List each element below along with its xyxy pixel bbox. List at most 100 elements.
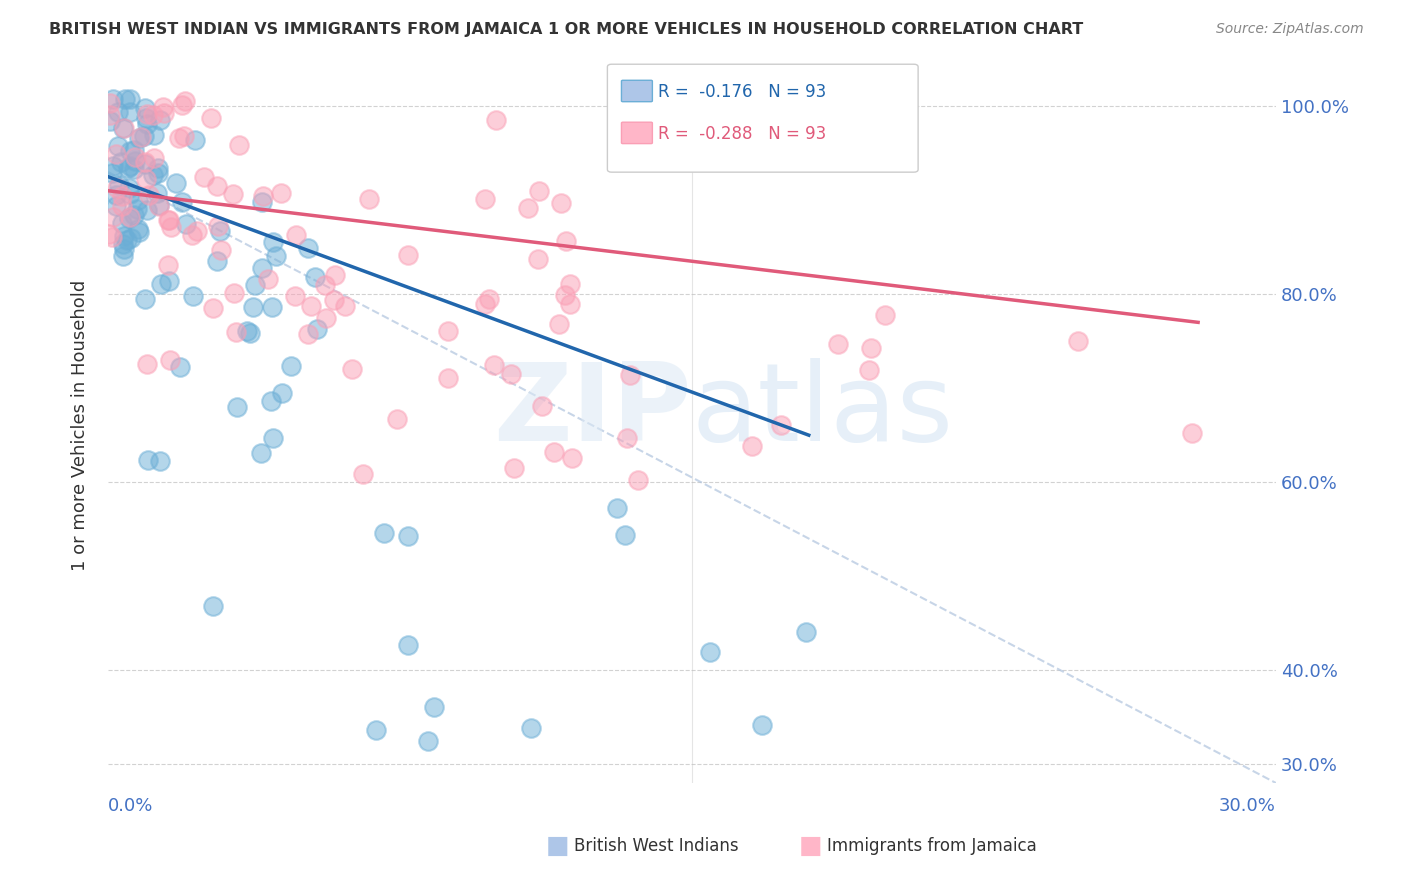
Point (142, 151, 165, 165)
Point (1066, 334, 1088, 348)
Point (138, 188, 160, 202)
Point (118, 186, 141, 201)
Point (111, 120, 134, 135)
Point (201, 599, 224, 613)
Point (167, 130, 190, 145)
Point (364, 723, 387, 737)
Point (484, 358, 506, 372)
Point (260, 300, 283, 314)
Point (150, 277, 173, 292)
Point (201, 301, 224, 315)
Point (157, 274, 180, 288)
Point (118, 92, 141, 106)
Point (101, 210, 124, 224)
Y-axis label: 1 or more Vehicles in Household: 1 or more Vehicles in Household (72, 280, 89, 572)
Point (555, 235, 578, 249)
Point (243, 277, 266, 292)
Point (616, 431, 638, 445)
Point (142, 108, 165, 122)
Point (222, 187, 245, 202)
Text: atlas: atlas (692, 359, 955, 465)
Point (560, 277, 582, 292)
Point (205, 254, 228, 268)
Point (262, 432, 284, 446)
Point (118, 159, 141, 173)
Point (148, 199, 170, 213)
Point (153, 105, 176, 120)
Point (132, 129, 155, 144)
Text: R =  -0.176   N = 93: R = -0.176 N = 93 (658, 83, 827, 101)
Point (305, 322, 328, 336)
Point (193, 170, 215, 185)
Point (105, 180, 128, 194)
Point (134, 101, 156, 115)
Point (112, 249, 135, 263)
Point (297, 326, 319, 341)
Point (125, 202, 148, 216)
Point (112, 228, 135, 243)
Point (135, 357, 157, 371)
Point (436, 371, 458, 385)
Point (120, 105, 142, 120)
Point (149, 454, 172, 468)
Point (385, 412, 408, 426)
Point (627, 473, 650, 487)
Point (146, 161, 169, 176)
Point (111, 199, 134, 213)
Point (250, 260, 273, 275)
Point (111, 236, 134, 251)
Point (128, 131, 150, 145)
Point (112, 121, 135, 136)
Point (225, 325, 247, 339)
Point (280, 359, 302, 374)
Point (104, 199, 127, 213)
Point (135, 107, 157, 121)
Point (558, 296, 581, 310)
Point (827, 337, 849, 351)
Point (142, 168, 165, 182)
Point (101, 159, 124, 173)
Point (172, 98, 194, 112)
Point (235, 324, 257, 338)
Point (112, 242, 135, 256)
Point (174, 94, 197, 108)
Point (561, 450, 583, 465)
Point (859, 341, 882, 355)
Text: BRITISH WEST INDIAN VS IMMIGRANTS FROM JAMAICA 1 OR MORE VEHICLES IN HOUSEHOLD C: BRITISH WEST INDIAN VS IMMIGRANTS FROM J… (49, 22, 1084, 37)
Point (120, 231, 142, 245)
Point (262, 235, 284, 249)
Point (314, 277, 336, 292)
Text: Immigrants from Jamaica: Immigrants from Jamaica (827, 837, 1036, 855)
Point (134, 292, 156, 306)
Point (323, 268, 346, 283)
Point (148, 198, 170, 212)
Point (114, 92, 136, 106)
Point (107, 139, 129, 153)
Point (699, 644, 721, 658)
Point (127, 222, 149, 236)
Point (485, 113, 508, 128)
Point (250, 194, 273, 209)
Point (520, 721, 543, 735)
Point (499, 367, 522, 381)
Point (474, 192, 496, 206)
Point (176, 217, 198, 231)
Point (260, 394, 283, 409)
Point (136, 117, 159, 131)
Point (156, 213, 179, 227)
Point (530, 399, 553, 413)
Point (136, 452, 159, 467)
Point (143, 128, 166, 142)
Point (478, 293, 501, 307)
Point (157, 258, 180, 272)
Point (181, 288, 204, 302)
Point (323, 293, 346, 307)
Point (122, 161, 145, 176)
Point (527, 184, 550, 198)
Point (100, 166, 122, 180)
Point (396, 248, 419, 262)
Text: ■: ■ (546, 834, 569, 857)
Point (200, 112, 222, 126)
Point (111, 188, 134, 202)
Point (120, 144, 142, 158)
